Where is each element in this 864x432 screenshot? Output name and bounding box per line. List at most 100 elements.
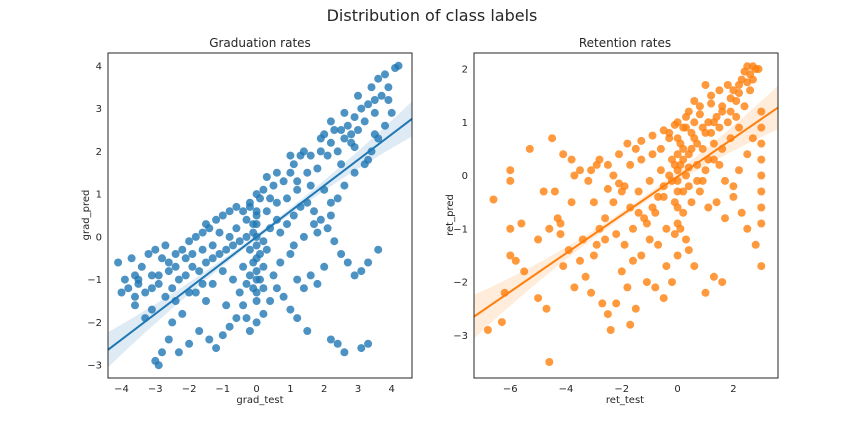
retention-data-point xyxy=(670,230,679,239)
retention-data-point xyxy=(497,318,506,327)
retention-data-point xyxy=(601,235,610,244)
retention-data-point xyxy=(693,139,702,148)
graduation-data-point xyxy=(337,250,346,258)
graduation-data-point xyxy=(252,190,261,199)
retention-data-point xyxy=(757,123,766,132)
graduation-data-point xyxy=(178,245,187,254)
retention-data-point xyxy=(695,102,704,111)
retention-data-point xyxy=(567,198,576,207)
retention-data-point xyxy=(735,81,743,89)
graduation-regression-line xyxy=(108,118,412,351)
retention-y-axis-label: ret_pred xyxy=(445,194,456,236)
graduation-data-point xyxy=(381,121,389,130)
graduation-data-point xyxy=(222,301,231,310)
graduation-data-point xyxy=(340,134,349,143)
graduation-data-point xyxy=(306,151,315,160)
retention-rates-panel: Retention rates ret_test ret_pred −6 −4 −2… xyxy=(445,36,779,406)
retention-data-point xyxy=(718,278,727,287)
retention-data-point xyxy=(676,160,685,169)
retention-data-point xyxy=(559,262,568,271)
graduation-data-point xyxy=(384,83,393,92)
retention-data-point xyxy=(735,89,743,97)
retention-data-point xyxy=(598,299,607,308)
graduation-data-point xyxy=(313,279,322,288)
graduation-data-point xyxy=(131,301,139,310)
retention-data-point xyxy=(631,144,640,153)
graduation-data-point xyxy=(195,327,204,335)
retention-data-point xyxy=(670,198,679,207)
graduation-data-point xyxy=(191,288,200,297)
graduation-data-point xyxy=(326,211,335,220)
graduation-data-point xyxy=(293,314,302,323)
graduation-data-point xyxy=(360,117,369,126)
graduation-data-point xyxy=(276,228,285,237)
graduation-data-point xyxy=(225,232,234,241)
graduation-data-point xyxy=(279,292,288,301)
graduation-x-tick-label: 0 xyxy=(253,384,259,395)
graduation-data-point xyxy=(272,284,281,293)
graduation-data-point xyxy=(354,126,362,134)
retention-data-point xyxy=(525,144,534,153)
retention-x-tick-label: −6 xyxy=(503,384,518,395)
graduation-plot-area xyxy=(108,61,412,370)
graduation-data-point xyxy=(195,267,204,276)
retention-data-point xyxy=(592,160,601,169)
graduation-data-point xyxy=(249,284,258,293)
graduation-data-point xyxy=(232,224,241,233)
graduation-data-point xyxy=(326,335,335,344)
graduation-data-point xyxy=(266,194,275,203)
graduation-data-point xyxy=(320,262,329,271)
graduation-data-point xyxy=(364,258,373,267)
retention-data-point xyxy=(534,294,543,303)
graduation-data-point xyxy=(316,215,325,224)
retention-data-point xyxy=(695,110,704,119)
graduation-data-point xyxy=(154,271,163,280)
graduation-data-point xyxy=(235,237,244,246)
graduation-data-point xyxy=(357,267,366,276)
retention-data-point xyxy=(548,134,557,143)
graduation-data-point xyxy=(252,297,261,305)
graduation-data-point xyxy=(252,207,261,216)
retention-data-point xyxy=(693,176,702,185)
graduation-data-point xyxy=(188,262,197,271)
graduation-data-point xyxy=(120,275,129,284)
graduation-data-point xyxy=(215,228,224,237)
retention-data-point xyxy=(743,78,752,87)
graduation-data-point xyxy=(147,284,156,293)
graduation-data-point xyxy=(181,271,190,280)
retention-data-point xyxy=(754,65,763,73)
retention-y-tick-label: 2 xyxy=(462,65,468,76)
graduation-data-point xyxy=(164,267,173,276)
retention-data-point xyxy=(682,235,690,244)
retention-x-tick-label: −2 xyxy=(614,384,629,395)
graduation-data-point xyxy=(158,254,166,263)
retention-data-point xyxy=(757,262,766,271)
graduation-data-point xyxy=(370,108,379,117)
graduation-data-point xyxy=(242,279,251,288)
retention-data-point xyxy=(676,224,685,233)
retention-data-point xyxy=(729,192,738,201)
retention-data-point xyxy=(642,278,651,287)
graduation-data-point xyxy=(242,215,251,224)
graduation-data-point xyxy=(245,245,254,254)
graduation-data-point xyxy=(333,339,342,348)
graduation-data-point xyxy=(326,117,335,126)
retention-data-point xyxy=(712,198,721,207)
graduation-data-point xyxy=(340,348,349,357)
retention-x-tick-label: 0 xyxy=(674,384,680,395)
retention-data-point xyxy=(709,118,718,127)
graduation-data-point xyxy=(333,194,342,203)
graduation-data-point xyxy=(256,250,264,258)
retention-data-point xyxy=(715,86,724,95)
graduation-data-point xyxy=(249,220,258,229)
retention-data-point xyxy=(637,251,646,260)
retention-data-point xyxy=(617,267,626,276)
graduation-data-point xyxy=(181,254,190,263)
graduation-data-point xyxy=(137,262,146,271)
graduation-data-point xyxy=(272,198,281,207)
graduation-data-point xyxy=(202,297,210,305)
graduation-data-point xyxy=(212,215,221,224)
retention-data-point xyxy=(684,182,693,191)
retention-data-point xyxy=(623,283,632,292)
retention-data-point xyxy=(576,166,584,175)
